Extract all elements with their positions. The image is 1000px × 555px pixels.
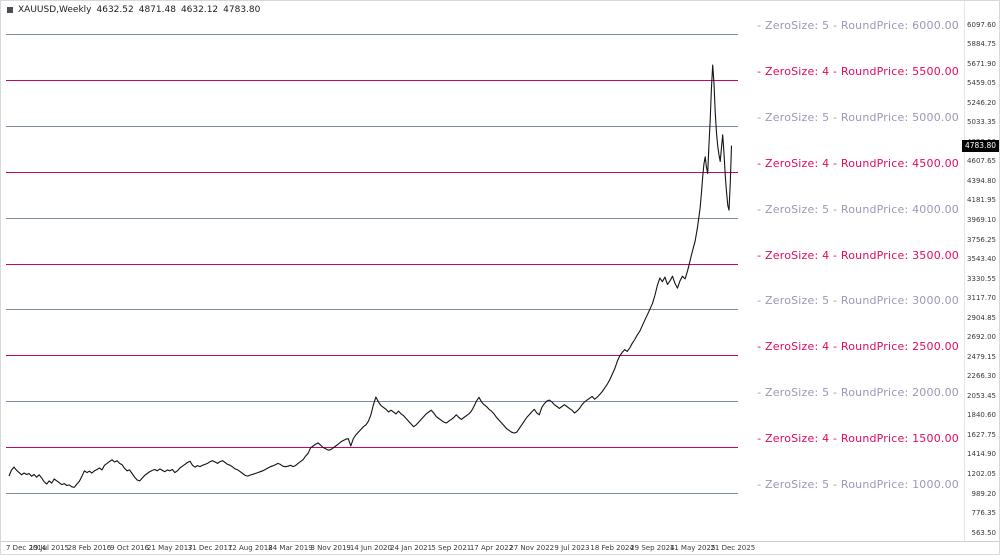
price-axis-label: 989.20 bbox=[971, 489, 997, 498]
price-axis-label: 2479.15 bbox=[967, 352, 996, 361]
round-price-line-6000[interactable] bbox=[6, 34, 738, 35]
round-price-line-3500[interactable] bbox=[6, 263, 738, 265]
price-axis-label: 5671.90 bbox=[967, 59, 996, 68]
price-axis-label: 5033.35 bbox=[967, 118, 996, 127]
current-price-tag: 4783.80 bbox=[962, 139, 999, 152]
price-axis-label: 3756.25 bbox=[967, 235, 996, 244]
time-axis-label: 29 Sep 2024 bbox=[630, 544, 675, 552]
round-price-label-2000: - ZeroSize: 5 - RoundPrice: 2000.00 bbox=[757, 386, 959, 400]
price-high: 4871.48 bbox=[138, 5, 176, 15]
price-axis-label: 2266.30 bbox=[967, 372, 996, 381]
price-axis-label: 1627.75 bbox=[967, 430, 996, 439]
time-axis-label: 9 Oct 2016 bbox=[110, 544, 150, 552]
round-price-line-5500[interactable] bbox=[6, 79, 738, 81]
price-axis-label: 5246.20 bbox=[967, 98, 996, 107]
symbol-period: XAUUSD,Weekly bbox=[18, 5, 92, 15]
round-price-label-1000: - ZeroSize: 5 - RoundPrice: 1000.00 bbox=[757, 478, 959, 491]
round-price-label-3000: - ZeroSize: 5 - RoundPrice: 3000.00 bbox=[757, 294, 959, 308]
price-line bbox=[8, 64, 733, 488]
time-axis-label: 24 Jan 2021 bbox=[390, 544, 433, 552]
time-axis-label: 14 Jun 2020 bbox=[349, 544, 392, 552]
price-axis-label: 4394.80 bbox=[967, 176, 996, 185]
round-price-line-2500[interactable] bbox=[6, 355, 738, 357]
price-axis-label: 776.35 bbox=[971, 509, 997, 517]
time-axis-label: 18 Feb 2024 bbox=[590, 544, 634, 552]
round-price-label-3500: - ZeroSize: 4 - RoundPrice: 3500.00 bbox=[757, 248, 959, 262]
round-price-line-4000[interactable] bbox=[6, 217, 738, 219]
time-axis-label: 31 Dec 2017 bbox=[187, 544, 233, 552]
round-price-line-2000[interactable] bbox=[6, 401, 738, 403]
price-axis-label: 2053.45 bbox=[967, 391, 996, 400]
time-axis-label: 7 Dec 2014 bbox=[6, 544, 47, 552]
round-price-line-1000[interactable] bbox=[6, 493, 738, 494]
round-price-label-4000: - ZeroSize: 5 - RoundPrice: 4000.00 bbox=[757, 202, 959, 216]
price-axis-label: 5884.75 bbox=[967, 40, 996, 49]
price-axis-label: 1840.60 bbox=[967, 411, 996, 420]
time-axis-label: 24 Mar 2019 bbox=[268, 544, 313, 552]
time-axis-label: 28 Feb 2016 bbox=[67, 544, 112, 552]
price-axis-label: 3543.40 bbox=[967, 255, 996, 263]
time-axis-label: 12 Aug 2018 bbox=[227, 544, 273, 552]
round-price-line-3000[interactable] bbox=[6, 309, 738, 311]
round-price-label-4500: - ZeroSize: 4 - RoundPrice: 4500.00 bbox=[757, 156, 959, 170]
price-low: 4632.12 bbox=[180, 5, 219, 15]
price-axis-label: 4607.65 bbox=[967, 157, 996, 166]
price-axis-label: 4181.95 bbox=[967, 196, 996, 205]
round-price-label-1500: - ZeroSize: 4 - RoundPrice: 1500.00 bbox=[757, 432, 959, 446]
price-axis-label: 563.50 bbox=[971, 528, 997, 537]
price-axis-label: 3330.55 bbox=[967, 274, 996, 283]
time-axis-label: 9 Jul 2023 bbox=[554, 544, 590, 552]
round-price-line-5000[interactable] bbox=[6, 125, 738, 127]
symbol-marker-icon bbox=[7, 7, 13, 13]
chart-title: XAUUSD,Weekly 4632.52 4871.48 4632.12 47… bbox=[7, 5, 260, 15]
price-axis-label: 1202.05 bbox=[967, 470, 996, 478]
round-price-label-5000: - ZeroSize: 5 - RoundPrice: 5000.00 bbox=[757, 110, 959, 124]
time-axis-label: 21 Dec 2025 bbox=[710, 544, 756, 552]
price-axis-label: 3117.70 bbox=[967, 294, 996, 303]
price-axis-label: 2904.85 bbox=[967, 313, 996, 322]
price-axis-label: 2692.00 bbox=[967, 333, 996, 342]
time-axis-separator bbox=[1, 541, 999, 542]
price-axis-label: 3969.10 bbox=[967, 215, 996, 224]
price-series-plot[interactable] bbox=[1, 1, 1000, 541]
round-price-label-5500: - ZeroSize: 4 - RoundPrice: 5500.00 bbox=[757, 64, 959, 78]
time-axis-label: 27 Nov 2022 bbox=[509, 544, 555, 552]
price-close: 4783.80 bbox=[223, 5, 261, 15]
time-axis-label: 11 May 2025 bbox=[669, 544, 716, 552]
round-price-label-2500: - ZeroSize: 4 - RoundPrice: 2500.00 bbox=[757, 340, 959, 354]
time-axis-label: 3 Nov 2019 bbox=[310, 544, 351, 552]
price-axis-label: 6097.60 bbox=[967, 20, 996, 29]
round-price-line-1500[interactable] bbox=[6, 447, 738, 449]
round-price-label-6000: - ZeroSize: 5 - RoundPrice: 6000.00 bbox=[757, 19, 959, 32]
time-axis-label: 5 Sep 2021 bbox=[431, 544, 472, 552]
price-axis-label: 1414.90 bbox=[967, 450, 996, 459]
price-axis-separator bbox=[964, 1, 965, 541]
time-axis-label: 17 Apr 2022 bbox=[469, 544, 514, 552]
round-price-line-4500[interactable] bbox=[6, 171, 738, 173]
time-axis-label: 19 Jul 2015 bbox=[29, 544, 69, 552]
time-axis-label: 21 May 2017 bbox=[146, 544, 193, 552]
price-axis-label: 5459.05 bbox=[967, 79, 996, 88]
price-open: 4632.52 bbox=[96, 5, 134, 15]
